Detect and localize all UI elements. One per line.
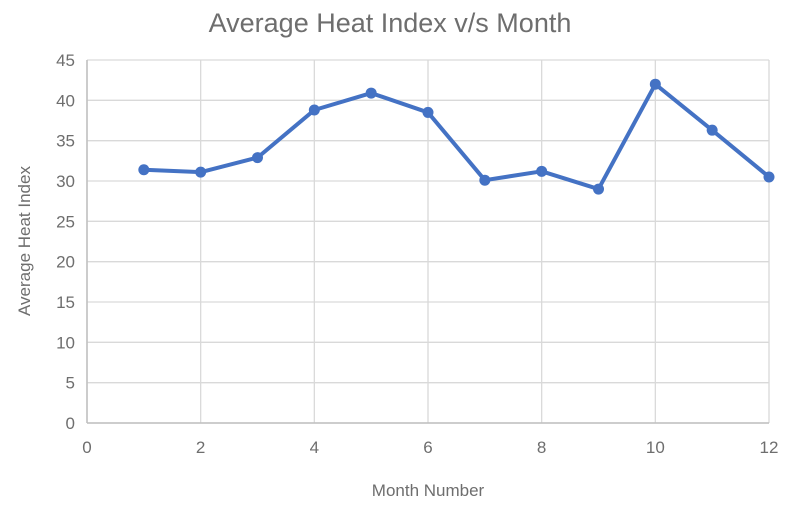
chart-title: Average Heat Index v/s Month bbox=[209, 8, 572, 38]
data-point-marker bbox=[593, 183, 604, 195]
y-tick-label: 40 bbox=[56, 91, 75, 110]
y-tick-label: 0 bbox=[66, 414, 75, 433]
x-tick-label: 4 bbox=[310, 438, 319, 457]
y-tick-label: 30 bbox=[56, 172, 75, 191]
y-tick-label: 10 bbox=[56, 333, 75, 352]
data-point-marker bbox=[422, 106, 434, 118]
data-point-marker bbox=[649, 78, 661, 90]
tick-labels: 0 5 10 15 20 25 30 35 40 45 0 2 4 6 8 10 12 bbox=[56, 51, 778, 457]
x-tick-label: 10 bbox=[646, 438, 665, 457]
data-point-marker bbox=[138, 164, 150, 176]
x-tick-label: 2 bbox=[196, 438, 205, 457]
y-tick-label: 15 bbox=[56, 293, 75, 312]
data-point-marker bbox=[536, 165, 548, 177]
axis-lines bbox=[86, 60, 769, 424]
x-tick-label: 6 bbox=[423, 438, 432, 457]
series-line bbox=[141, 82, 771, 192]
y-tick-label: 5 bbox=[66, 374, 75, 393]
data-point-marker bbox=[365, 87, 377, 99]
y-tick-label: 20 bbox=[56, 253, 75, 272]
data-point-marker bbox=[706, 124, 718, 136]
x-tick-label: 8 bbox=[537, 438, 546, 457]
data-point-marker bbox=[763, 171, 775, 183]
data-point-marker bbox=[195, 166, 207, 178]
data-point-marker bbox=[308, 104, 320, 116]
y-tick-label: 45 bbox=[56, 51, 75, 70]
heat-index-series bbox=[138, 78, 775, 195]
y-tick-label: 25 bbox=[56, 212, 75, 231]
data-point-marker bbox=[479, 174, 491, 186]
x-tick-label: 0 bbox=[82, 438, 91, 457]
y-axis-label: Average Heat Index bbox=[15, 166, 34, 316]
y-tick-label: 35 bbox=[56, 132, 75, 151]
x-axis-label: Month Number bbox=[372, 481, 485, 500]
data-point-marker bbox=[252, 152, 263, 164]
x-tick-label: 12 bbox=[760, 438, 779, 457]
